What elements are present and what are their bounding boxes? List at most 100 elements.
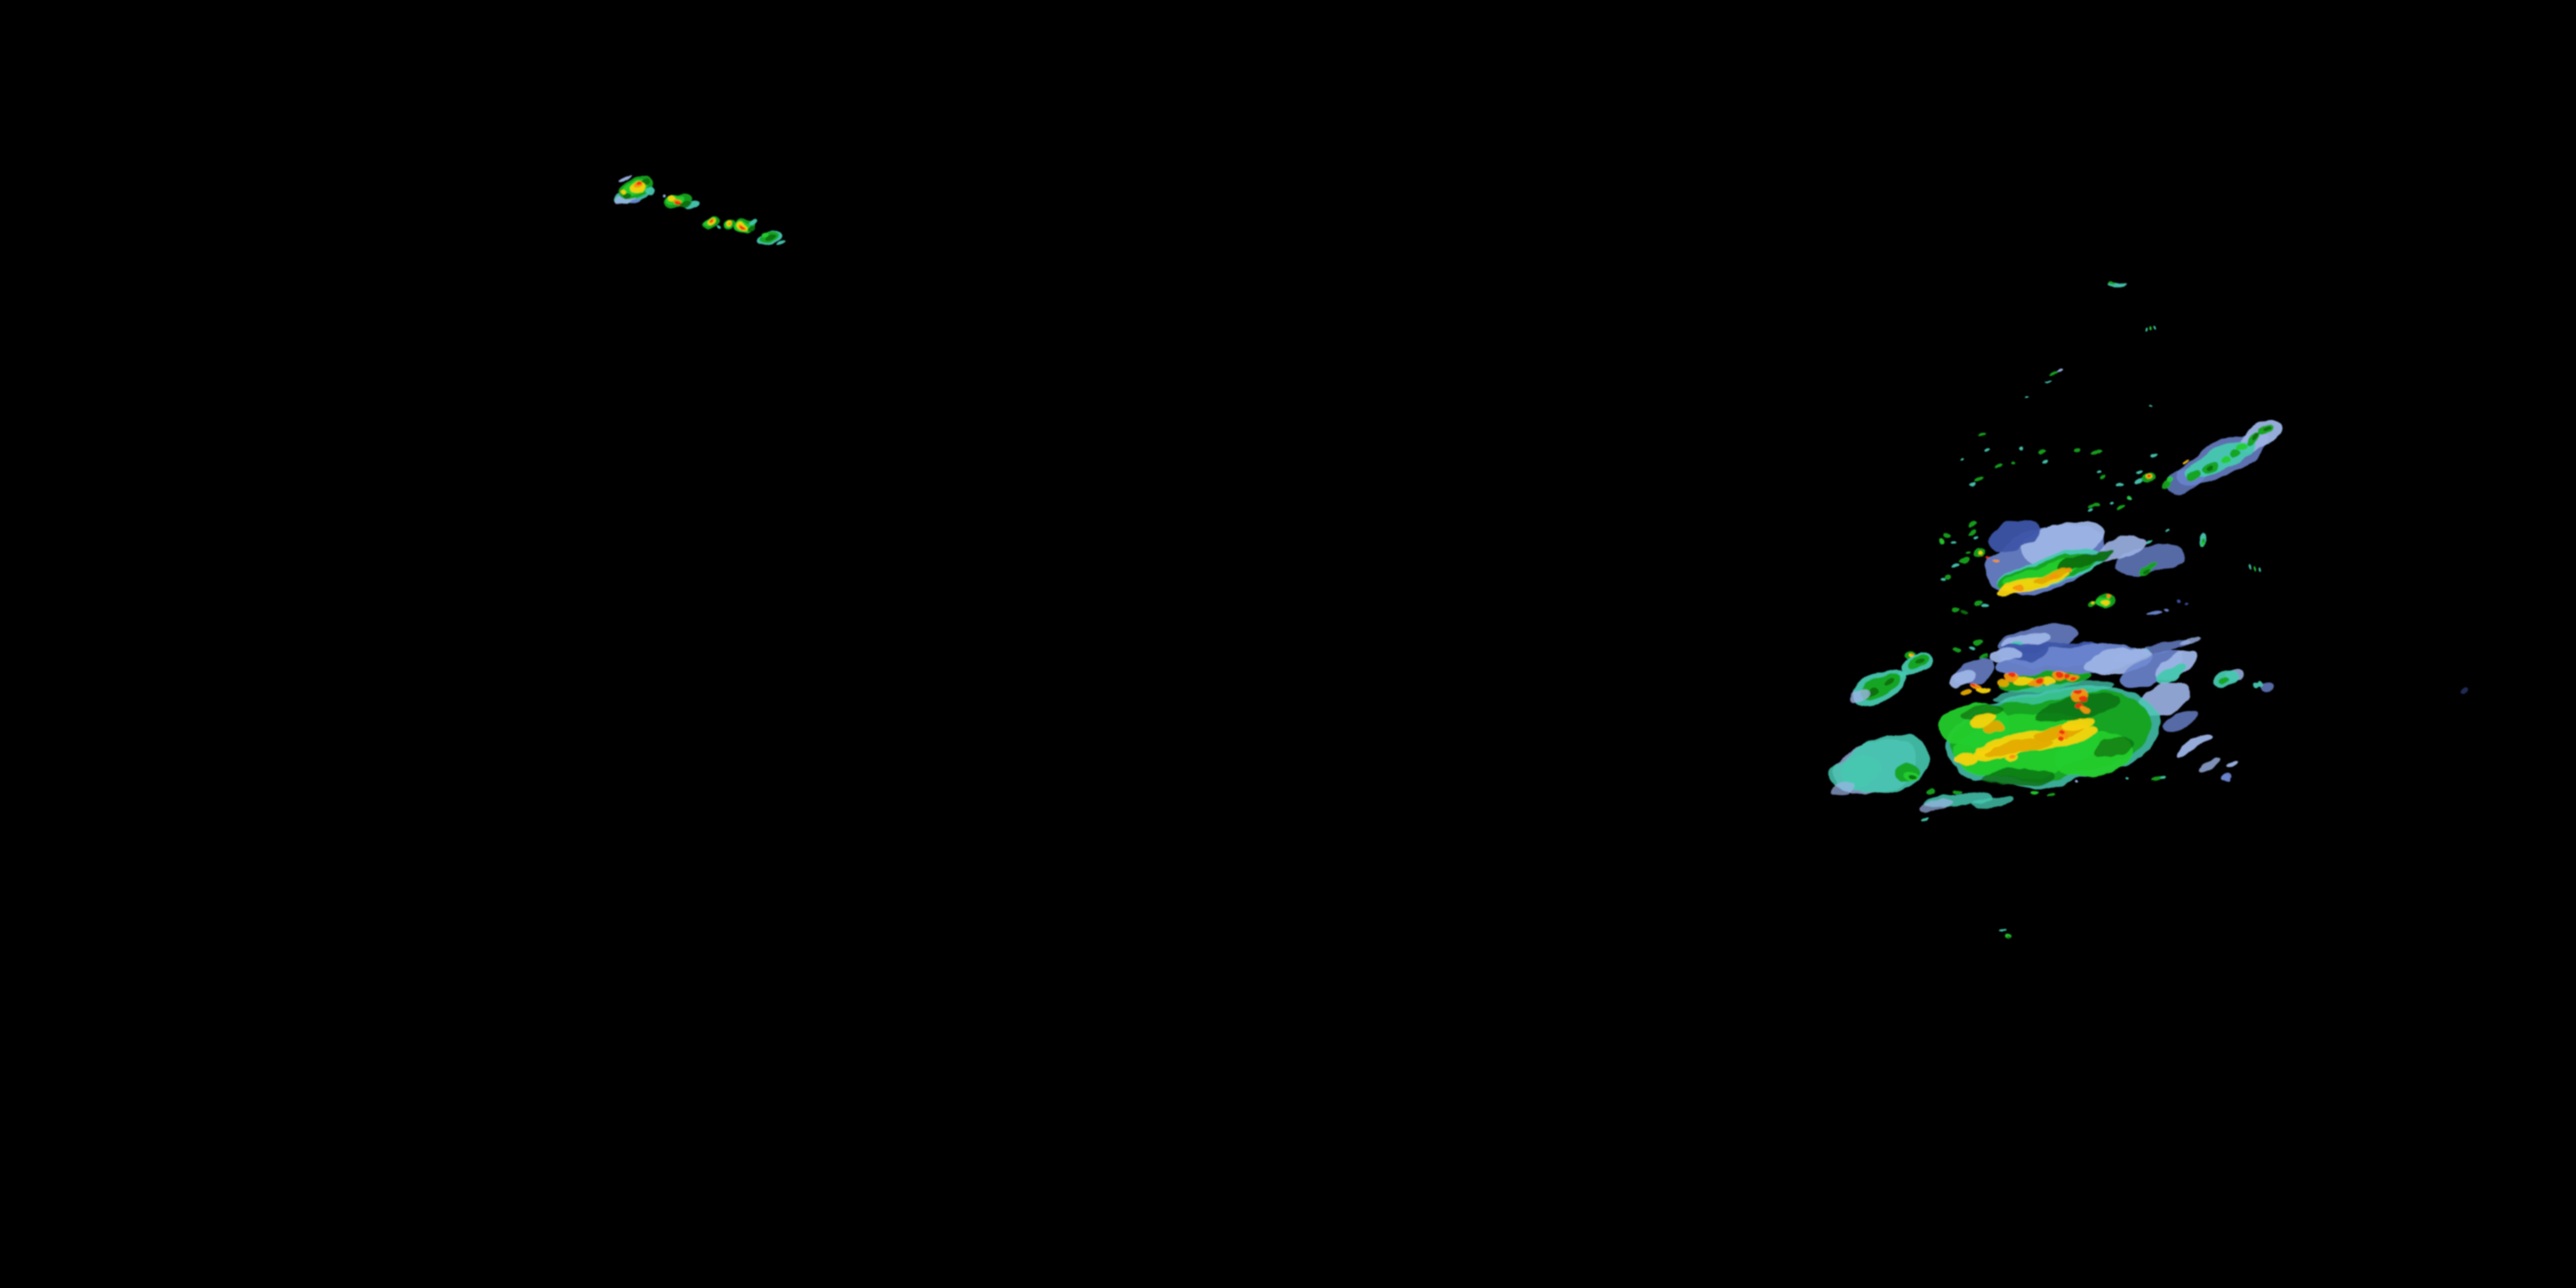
radar-echo-blue_light	[2227, 758, 2239, 767]
radar-echo-blue	[2223, 773, 2232, 783]
radar-echo-green	[2218, 677, 2228, 683]
radar-echo-green_dark	[1984, 656, 1990, 659]
radar-echo-red	[2057, 731, 2064, 736]
radar-echo-green	[2011, 464, 2016, 467]
radar-echo-green	[1996, 465, 2002, 471]
radar-echo-teal	[2251, 684, 2257, 690]
radar-echo-green	[2039, 448, 2048, 453]
radar-echo-green_dark	[2253, 433, 2260, 438]
radar-echo-blue	[2119, 650, 2183, 690]
radar-echo-green	[1951, 606, 1959, 613]
radar-echo-teal	[2043, 378, 2050, 381]
radar-echo-blue_light	[1991, 649, 2022, 665]
radar-echo-blue_dark	[2184, 602, 2187, 605]
radar-echo-orange	[2064, 568, 2071, 574]
radar-echo-teal	[2087, 508, 2092, 512]
radar-echo-teal	[2153, 327, 2156, 332]
radar-echo-green_dark	[2035, 696, 2121, 721]
radar-echo-orange	[1994, 560, 1999, 563]
radar-echo-green_dark	[1884, 677, 1896, 685]
radar-echo-teal	[2160, 773, 2167, 778]
radar-echo-red	[676, 200, 683, 205]
radar-echo-yellow	[1954, 753, 1978, 765]
radar-echo-green_dark	[1910, 773, 1918, 778]
radar-echo-green_bright	[2251, 566, 2255, 571]
radar-echo-green	[2048, 371, 2058, 374]
radar-echo-blue_light	[2057, 370, 2063, 374]
radar-echo-red	[2081, 698, 2087, 703]
radar-echo-teal	[2143, 538, 2150, 544]
radar-echo-teal	[1941, 578, 1947, 581]
radar-echo-red	[639, 182, 642, 185]
radar-echo-teal	[1972, 536, 1978, 539]
radar-echo-orange	[2008, 756, 2013, 760]
radar-echo-yellow	[1970, 714, 1997, 728]
radar-echo-red	[2057, 738, 2062, 743]
radar-echo-yellow	[2102, 598, 2109, 604]
radar-echo-green_dark	[1915, 659, 1925, 666]
radar-echo-orange	[730, 222, 733, 225]
radar-echo-green_dark	[2207, 466, 2214, 471]
radar-echo-teal	[2144, 327, 2148, 332]
radar-echo-blue_light	[2177, 733, 2213, 757]
radar-echo-teal	[2161, 527, 2166, 532]
radar-echo-green_dark	[1984, 768, 2052, 787]
radar-echo-blue_dark	[1988, 519, 2041, 552]
radar-echo-green	[1965, 552, 1971, 556]
radar-echo-green_dark	[2145, 569, 2152, 574]
radar-echo-green	[1946, 574, 1953, 580]
radar-echo-green_dark	[2091, 737, 2134, 757]
radar-echo-teal	[2257, 567, 2260, 572]
radar-echo-blue_light	[2178, 635, 2199, 646]
radar-echo-red	[2032, 678, 2040, 683]
radar-echo-red	[1989, 557, 1992, 561]
radar-echo-blue	[2258, 682, 2272, 694]
radar-echo-teal	[646, 187, 654, 194]
radar-echo-green_bright	[2238, 440, 2250, 448]
radar-echo-green	[1978, 430, 1984, 435]
radar-echo-blue_light	[617, 174, 633, 183]
radar-echo-green	[1974, 478, 1984, 483]
radar-echo-green	[2101, 477, 2108, 482]
radar-echo-green_dark	[748, 223, 756, 230]
radar-echo-gold	[1984, 723, 2004, 733]
radar-echo-yellow	[1980, 553, 1985, 556]
radar-echo-green_bright	[2148, 327, 2152, 332]
radar-echo-red	[2056, 671, 2064, 677]
radar-echo-teal	[1829, 756, 1880, 790]
radar-echo-teal	[717, 227, 722, 230]
radar-echo-green	[1960, 558, 1971, 565]
radar-echo-teal	[2024, 396, 2029, 399]
radar-echo-red	[711, 221, 714, 224]
radar-echo-orange	[2081, 706, 2089, 713]
radar-echo-green_bright	[2030, 788, 2038, 793]
radar-echo-blue_light	[2075, 783, 2080, 787]
radar-echo-teal	[2117, 483, 2123, 488]
radar-echo-teal	[1971, 797, 2014, 809]
radar-echo-green_dark	[2008, 934, 2012, 938]
radar-echo-teal	[2246, 566, 2250, 571]
radar-echo-blue_light	[1948, 670, 1976, 687]
radar-echo-blue	[2162, 607, 2167, 611]
radar-echo-green	[1972, 598, 1983, 605]
radar-echo-red	[2073, 675, 2078, 680]
radar-echo-gold	[1985, 738, 2054, 756]
radar-echo-green	[2188, 471, 2202, 481]
radar-echo-yellow	[2038, 677, 2056, 685]
radar-echo-teal	[2098, 471, 2103, 475]
radar-echo-teal	[2149, 403, 2154, 406]
radar-echo-green_bright	[2127, 494, 2132, 497]
radar-echo-green_dark	[1960, 609, 1967, 614]
radar-echo-teal	[751, 218, 758, 223]
radar-echo-orange	[1911, 653, 1914, 657]
radar-echo-green	[2229, 447, 2243, 458]
radar-echo-green	[2048, 792, 2055, 797]
radar-echo-blue	[2147, 611, 2160, 616]
radar-echo-blue_light	[1919, 799, 1953, 811]
radar-echo-teal	[1992, 681, 2112, 703]
radar-echo-teal	[1968, 644, 1975, 647]
radar-echo-red	[1970, 683, 1975, 686]
radar-echo-green	[2074, 447, 2081, 453]
